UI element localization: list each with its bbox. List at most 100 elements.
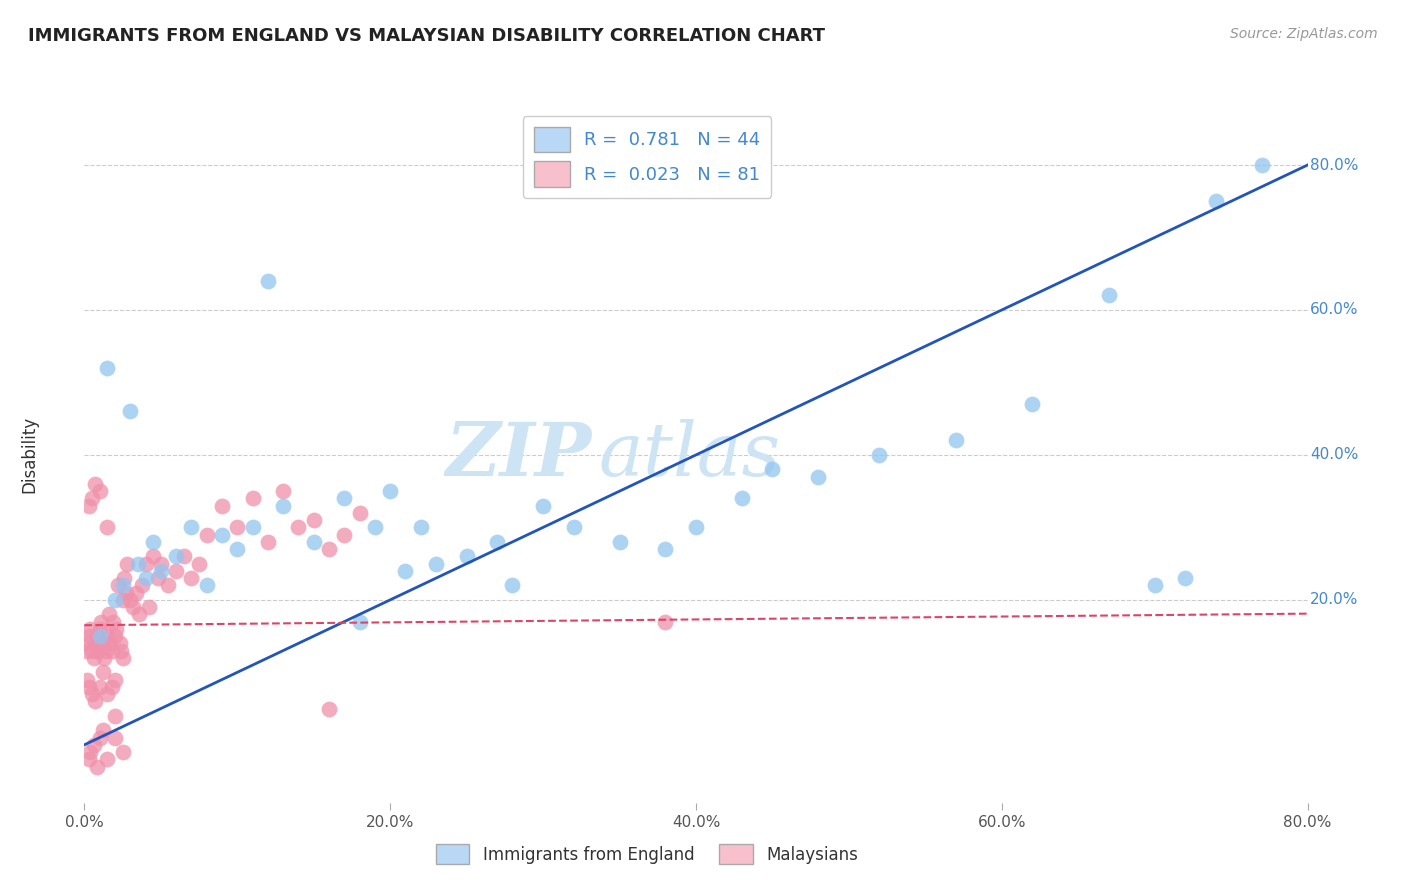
Point bbox=[165, 549, 187, 564]
Point bbox=[318, 542, 340, 557]
Point bbox=[394, 564, 416, 578]
Point bbox=[89, 629, 111, 643]
Text: ZIP: ZIP bbox=[446, 418, 592, 491]
Point bbox=[91, 723, 114, 738]
Point bbox=[195, 578, 218, 592]
Point bbox=[1174, 571, 1197, 585]
Point bbox=[195, 527, 218, 541]
Point bbox=[77, 752, 100, 766]
Point bbox=[1250, 158, 1272, 172]
Point bbox=[80, 643, 103, 657]
Point bbox=[77, 629, 100, 643]
Point bbox=[94, 643, 117, 657]
Point bbox=[86, 759, 108, 773]
Point bbox=[111, 745, 134, 759]
Point bbox=[562, 520, 585, 534]
Point bbox=[149, 557, 172, 571]
Point bbox=[90, 615, 112, 629]
Point bbox=[115, 557, 138, 571]
Point bbox=[333, 527, 356, 541]
Text: 40.0%: 40.0% bbox=[1310, 448, 1358, 462]
Point bbox=[104, 708, 127, 723]
Point bbox=[761, 462, 783, 476]
Point bbox=[349, 506, 371, 520]
Point bbox=[271, 499, 294, 513]
Point bbox=[364, 520, 387, 534]
Point bbox=[318, 701, 340, 715]
Text: 60.0%: 60.0% bbox=[1310, 302, 1358, 318]
Point bbox=[685, 520, 707, 534]
Point bbox=[93, 651, 115, 665]
Point bbox=[257, 274, 280, 288]
Point bbox=[287, 520, 309, 534]
Point bbox=[1143, 578, 1166, 592]
Point bbox=[188, 557, 211, 571]
Point bbox=[120, 592, 142, 607]
Point bbox=[138, 600, 160, 615]
Point bbox=[302, 513, 325, 527]
Point bbox=[96, 520, 118, 534]
Point bbox=[869, 448, 891, 462]
Text: 20.0%: 20.0% bbox=[1310, 592, 1358, 607]
Point bbox=[91, 665, 114, 680]
Point bbox=[142, 534, 165, 549]
Point bbox=[111, 592, 134, 607]
Point bbox=[1205, 194, 1227, 209]
Point bbox=[112, 571, 135, 585]
Point bbox=[180, 520, 202, 534]
Point bbox=[77, 499, 100, 513]
Point bbox=[131, 578, 153, 592]
Point bbox=[1021, 397, 1043, 411]
Point bbox=[142, 549, 165, 564]
Text: IMMIGRANTS FROM ENGLAND VS MALAYSIAN DISABILITY CORRELATION CHART: IMMIGRANTS FROM ENGLAND VS MALAYSIAN DIS… bbox=[28, 27, 825, 45]
Point bbox=[1098, 288, 1121, 302]
Point bbox=[111, 578, 134, 592]
Point bbox=[425, 557, 447, 571]
Point bbox=[242, 520, 264, 534]
Point bbox=[104, 673, 127, 687]
Point bbox=[945, 434, 967, 448]
Point bbox=[103, 615, 125, 629]
Point bbox=[226, 520, 249, 534]
Point bbox=[654, 615, 676, 629]
Point bbox=[173, 549, 195, 564]
Point bbox=[84, 476, 107, 491]
Point bbox=[111, 651, 134, 665]
Point bbox=[104, 592, 127, 607]
Text: 80.0%: 80.0% bbox=[1310, 158, 1358, 172]
Point bbox=[105, 622, 128, 636]
Point bbox=[108, 636, 131, 650]
Point bbox=[89, 484, 111, 499]
Point bbox=[96, 752, 118, 766]
Legend: Immigrants from England, Malaysians: Immigrants from England, Malaysians bbox=[429, 838, 865, 871]
Point bbox=[257, 534, 280, 549]
Point bbox=[89, 731, 111, 745]
Point bbox=[654, 542, 676, 557]
Point bbox=[380, 484, 402, 499]
Point bbox=[84, 636, 107, 650]
Point bbox=[302, 534, 325, 549]
Point bbox=[97, 607, 120, 622]
Point bbox=[96, 361, 118, 376]
Point bbox=[79, 745, 101, 759]
Point bbox=[409, 520, 432, 534]
Point bbox=[110, 643, 132, 657]
Point bbox=[127, 557, 149, 571]
Point bbox=[84, 694, 107, 708]
Point bbox=[349, 615, 371, 629]
Point bbox=[96, 629, 118, 643]
Point bbox=[180, 571, 202, 585]
Point bbox=[104, 629, 127, 643]
Point bbox=[79, 622, 101, 636]
Point bbox=[96, 687, 118, 701]
Point bbox=[101, 643, 124, 657]
Point bbox=[502, 578, 524, 592]
Text: Disability: Disability bbox=[20, 417, 38, 493]
Point bbox=[80, 687, 103, 701]
Point bbox=[226, 542, 249, 557]
Point bbox=[86, 629, 108, 643]
Point bbox=[609, 534, 631, 549]
Point bbox=[89, 680, 111, 694]
Point bbox=[104, 731, 127, 745]
Point bbox=[271, 484, 294, 499]
